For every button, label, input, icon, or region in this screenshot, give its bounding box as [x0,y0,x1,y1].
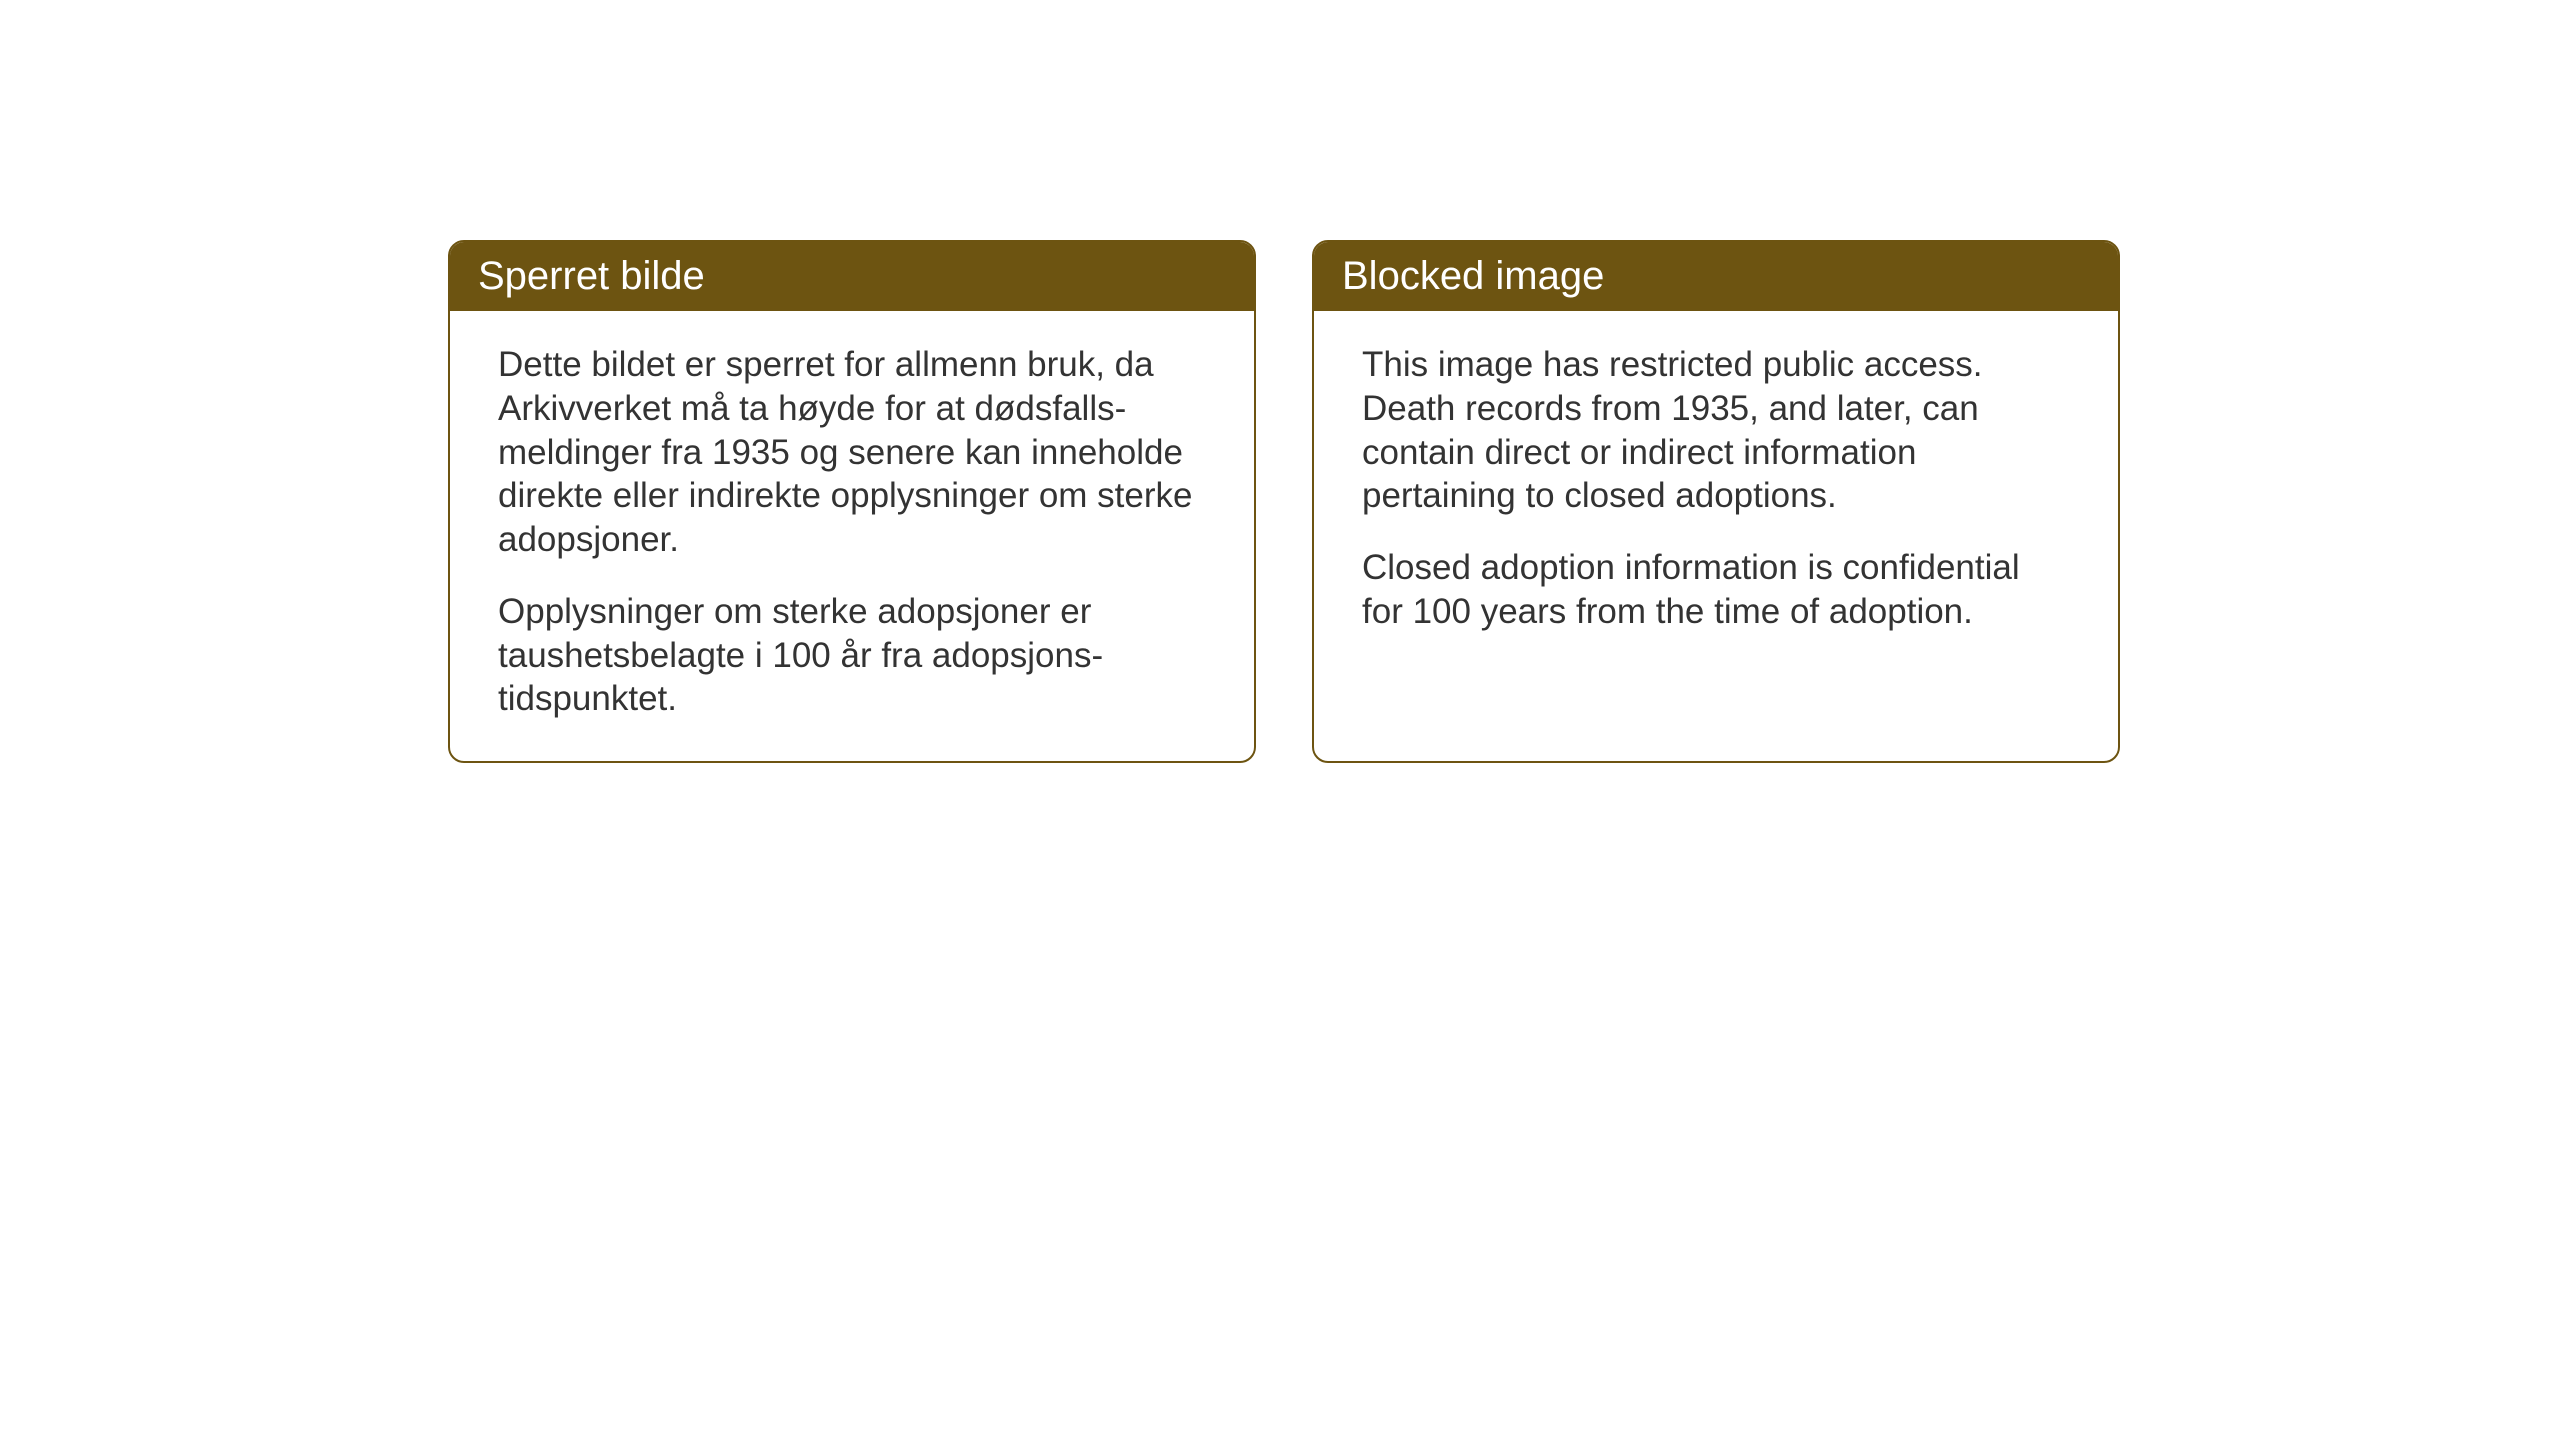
english-card: Blocked image This image has restricted … [1312,240,2120,763]
norwegian-card-title: Sperret bilde [478,254,705,298]
english-card-body: This image has restricted public access.… [1314,311,2118,674]
english-card-title: Blocked image [1342,254,1604,298]
english-paragraph-2: Closed adoption information is confident… [1362,546,2070,634]
norwegian-paragraph-1: Dette bildet er sperret for allmenn bruk… [498,343,1206,562]
norwegian-card: Sperret bilde Dette bildet er sperret fo… [448,240,1256,763]
norwegian-card-header: Sperret bilde [450,242,1254,311]
norwegian-card-body: Dette bildet er sperret for allmenn bruk… [450,311,1254,761]
cards-container: Sperret bilde Dette bildet er sperret fo… [448,240,2120,763]
english-card-header: Blocked image [1314,242,2118,311]
english-paragraph-1: This image has restricted public access.… [1362,343,2070,518]
norwegian-paragraph-2: Opplysninger om sterke adopsjoner er tau… [498,590,1206,721]
